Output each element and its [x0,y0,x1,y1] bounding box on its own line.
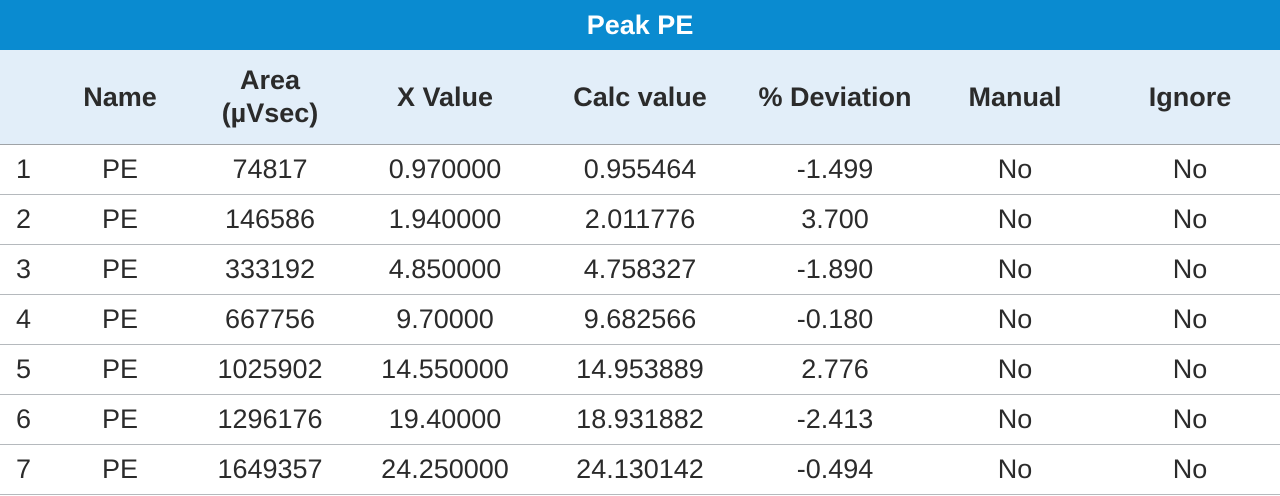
cell-index: 5 [0,344,50,395]
cell-name: PE [50,144,190,195]
cell-ignore: No [1100,444,1280,495]
cell-calc-value: 14.953889 [540,344,740,395]
header-manual: Manual [930,50,1100,145]
cell-ignore: No [1100,244,1280,295]
cell-deviation: -1.499 [740,144,930,195]
cell-name: PE [50,394,190,445]
cell-area: 333192 [190,244,350,295]
cell-manual: No [930,144,1100,195]
cell-index: 6 [0,394,50,445]
table-title: Peak PE [0,0,1280,50]
cell-calc-value: 4.758327 [540,244,740,295]
cell-area: 1025902 [190,344,350,395]
table-header-row: Name Area (µVsec) X Value Calc value % D… [0,50,1280,145]
header-index [0,50,50,145]
table-row: 5 PE 1025902 14.550000 14.953889 2.776 N… [0,344,1280,395]
header-area: Area (µVsec) [190,50,350,145]
cell-manual: No [930,344,1100,395]
cell-ignore: No [1100,144,1280,195]
cell-deviation: -0.180 [740,294,930,345]
cell-name: PE [50,194,190,245]
cell-name: PE [50,344,190,395]
cell-x-value: 0.970000 [350,144,540,195]
header-name: Name [50,50,190,145]
cell-name: PE [50,244,190,295]
cell-manual: No [930,294,1100,345]
table-row: 4 PE 667756 9.70000 9.682566 -0.180 No N… [0,294,1280,345]
table-row: 2 PE 146586 1.940000 2.011776 3.700 No N… [0,194,1280,245]
header-x-value: X Value [350,50,540,145]
cell-area: 667756 [190,294,350,345]
header-deviation: % Deviation [740,50,930,145]
table-title-row: Peak PE [0,0,1280,50]
cell-x-value: 19.40000 [350,394,540,445]
cell-x-value: 24.250000 [350,444,540,495]
cell-calc-value: 24.130142 [540,444,740,495]
cell-ignore: No [1100,394,1280,445]
cell-name: PE [50,444,190,495]
cell-index: 7 [0,444,50,495]
cell-x-value: 9.70000 [350,294,540,345]
cell-deviation: 2.776 [740,344,930,395]
cell-calc-value: 9.682566 [540,294,740,345]
table-row: 7 PE 1649357 24.250000 24.130142 -0.494 … [0,444,1280,495]
cell-manual: No [930,444,1100,495]
cell-index: 3 [0,244,50,295]
table-row: 1 PE 74817 0.970000 0.955464 -1.499 No N… [0,144,1280,195]
cell-calc-value: 18.931882 [540,394,740,445]
cell-calc-value: 2.011776 [540,194,740,245]
cell-ignore: No [1100,194,1280,245]
cell-x-value: 4.850000 [350,244,540,295]
header-area-line1: Area [239,65,301,95]
header-area-line2: (µVsec) [221,98,319,128]
cell-area: 74817 [190,144,350,195]
cell-manual: No [930,244,1100,295]
cell-area: 1649357 [190,444,350,495]
table-row: 6 PE 1296176 19.40000 18.931882 -2.413 N… [0,394,1280,445]
cell-name: PE [50,294,190,345]
header-calc-value: Calc value [540,50,740,145]
cell-deviation: 3.700 [740,194,930,245]
cell-area: 146586 [190,194,350,245]
cell-x-value: 1.940000 [350,194,540,245]
cell-index: 1 [0,144,50,195]
cell-manual: No [930,394,1100,445]
cell-area: 1296176 [190,394,350,445]
cell-manual: No [930,194,1100,245]
cell-index: 4 [0,294,50,345]
header-ignore: Ignore [1100,50,1280,145]
cell-deviation: -2.413 [740,394,930,445]
cell-ignore: No [1100,294,1280,345]
cell-index: 2 [0,194,50,245]
table-row: 3 PE 333192 4.850000 4.758327 -1.890 No … [0,244,1280,295]
cell-x-value: 14.550000 [350,344,540,395]
cell-calc-value: 0.955464 [540,144,740,195]
cell-deviation: -0.494 [740,444,930,495]
cell-ignore: No [1100,344,1280,395]
cell-deviation: -1.890 [740,244,930,295]
